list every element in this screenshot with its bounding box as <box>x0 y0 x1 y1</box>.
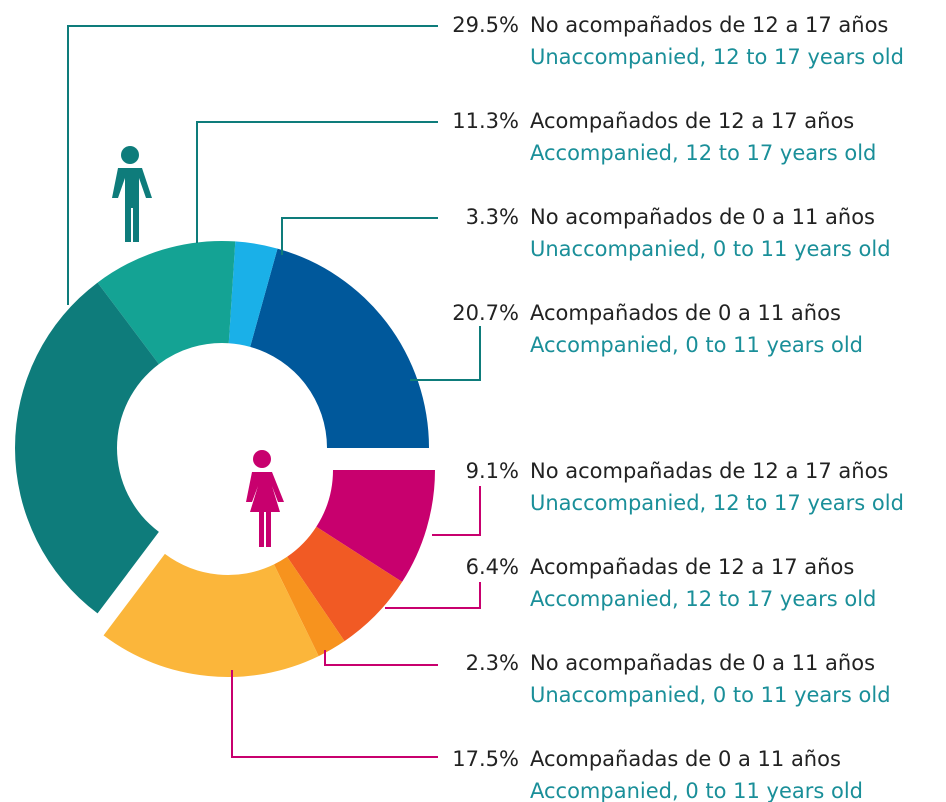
value-label: 29.5% <box>452 13 519 37</box>
category-label-en: Unaccompanied, 0 to 11 years old <box>530 683 891 707</box>
category-label: No acompañados de 0 a 11 años <box>530 205 875 229</box>
boy-icon <box>112 146 152 242</box>
category-label: Acompañados de 0 a 11 años <box>530 301 841 325</box>
leader-line <box>410 326 481 381</box>
category-label-en: Unaccompanied, 12 to 17 years old <box>530 45 904 69</box>
category-label: No acompañadas de 12 a 17 años <box>530 459 888 483</box>
leader-line <box>385 582 481 609</box>
girl-icon <box>246 450 284 547</box>
value-label: 6.4% <box>466 555 519 579</box>
leader-line <box>432 486 481 536</box>
donut-segment <box>250 248 429 448</box>
category-label-en: Accompanied, 12 to 17 years old <box>530 587 876 611</box>
category-label: No acompañadas de 0 a 11 años <box>530 651 875 675</box>
category-label: Acompañadas de 0 a 11 años <box>530 747 841 771</box>
value-label: 3.3% <box>466 205 519 229</box>
value-label: 11.3% <box>452 109 519 133</box>
category-label-en: Accompanied, 12 to 17 years old <box>530 141 876 165</box>
category-label: Acompañadas de 12 a 17 años <box>530 555 854 579</box>
donut-segment <box>274 556 345 657</box>
donut-segment <box>103 553 319 677</box>
leader-line <box>231 670 438 758</box>
category-label-en: Accompanied, 0 to 11 years old <box>530 333 863 357</box>
category-label: No acompañados de 12 a 17 años <box>530 13 888 37</box>
donut-segment <box>228 241 278 347</box>
leader-line <box>196 121 438 243</box>
value-label: 2.3% <box>466 651 519 675</box>
leader-line <box>324 650 438 666</box>
value-label: 9.1% <box>466 459 519 483</box>
value-label: 17.5% <box>452 747 519 771</box>
leader-line <box>67 25 438 305</box>
category-label-en: Unaccompanied, 12 to 17 years old <box>530 491 904 515</box>
category-label: Acompañados de 12 a 17 años <box>530 109 854 133</box>
donut-segment <box>287 526 403 642</box>
donut-segment <box>316 470 435 582</box>
category-label-en: Accompanied, 0 to 11 years old <box>530 779 863 802</box>
category-label-en: Unaccompanied, 0 to 11 years old <box>530 237 891 261</box>
leader-line <box>281 217 438 255</box>
value-label: 20.7% <box>452 301 519 325</box>
donut-segment <box>15 282 159 614</box>
donut-segment <box>97 241 236 365</box>
